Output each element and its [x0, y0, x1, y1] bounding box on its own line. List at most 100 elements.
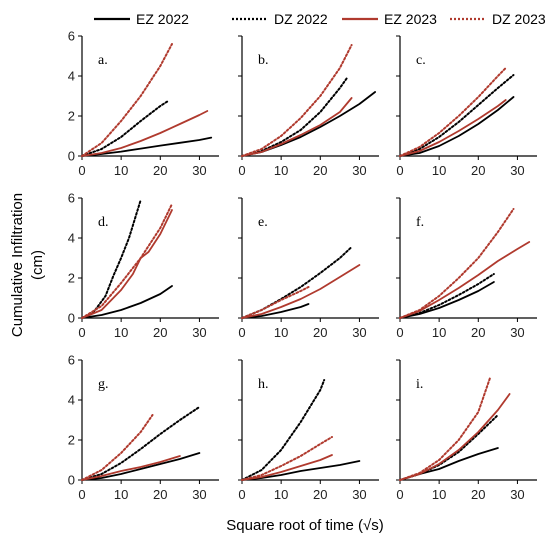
x-tick-label: 10 — [432, 325, 446, 340]
y-tick-label: 4 — [68, 69, 75, 84]
panel-label: d. — [98, 215, 109, 230]
y-tick-label: 6 — [68, 29, 75, 44]
series-line-dz-2023 — [81, 43, 173, 157]
x-tick-label: 30 — [352, 163, 366, 178]
x-tick-label: 0 — [238, 325, 245, 340]
x-tick-label: 0 — [78, 325, 85, 340]
series-line-ez-2023 — [81, 110, 209, 157]
x-tick-label: 20 — [471, 487, 485, 502]
x-tick-label: 10 — [274, 487, 288, 502]
y-tick-label: 4 — [68, 393, 75, 408]
series-line-ez-2023 — [241, 264, 361, 319]
panel-e: 0 10 20 30 e. — [238, 197, 379, 340]
x-tick-label: 30 — [192, 487, 206, 502]
x-tick-label: 10 — [114, 487, 128, 502]
panel-label: e. — [258, 215, 268, 230]
x-tick-label: 20 — [313, 487, 327, 502]
x-tick-label: 20 — [313, 325, 327, 340]
series-line-ez-2023 — [241, 97, 353, 157]
series-line-ez-2022 — [81, 285, 173, 319]
x-tick-label: 30 — [192, 163, 206, 178]
x-tick-label: 0 — [238, 163, 245, 178]
series-line-ez-2023 — [399, 241, 531, 319]
series-line-dz-2023 — [399, 67, 507, 157]
x-tick-label: 30 — [352, 325, 366, 340]
x-tick-label: 20 — [153, 325, 167, 340]
series-line-dz-2022 — [81, 406, 201, 481]
x-tick-label: 20 — [153, 163, 167, 178]
panel-label: g. — [98, 377, 109, 392]
x-tick-label: 10 — [274, 325, 288, 340]
series-line-dz-2023 — [241, 286, 310, 319]
x-tick-label: 30 — [510, 325, 524, 340]
series-line-ez-2022 — [81, 136, 213, 157]
series-line-ez-2023 — [399, 393, 511, 481]
series-line-ez-2023 — [241, 454, 333, 481]
panel-label: b. — [258, 53, 269, 68]
panel-label: c. — [416, 53, 426, 68]
panel-g: 0 2 4 6 0 10 20 30 g. — [68, 353, 219, 502]
y-tick-label: 2 — [68, 271, 75, 286]
series-line-dz-2023 — [241, 436, 333, 481]
x-tick-label: 20 — [471, 163, 485, 178]
x-tick-label: 10 — [274, 163, 288, 178]
x-tick-label: 20 — [153, 487, 167, 502]
x-tick-label: 10 — [432, 487, 446, 502]
y-axis-title-line1: Cumulative Infiltration — [9, 193, 26, 337]
x-tick-label: 30 — [352, 487, 366, 502]
series-line-dz-2022 — [399, 273, 495, 319]
y-tick-label: 0 — [68, 473, 75, 488]
legend-label-dz-2022: DZ 2022 — [274, 11, 328, 27]
series-line-dz-2023 — [81, 414, 154, 481]
panel-b: 0 10 20 30 b. — [238, 35, 379, 178]
x-tick-label: 20 — [313, 163, 327, 178]
series-line-ez-2022 — [241, 460, 361, 481]
legend-label-ez-2022: EZ 2022 — [136, 11, 189, 27]
legend: EZ 2022 DZ 2022 EZ 2023 DZ 2023 — [94, 11, 546, 27]
series-line-ez-2022 — [241, 303, 310, 319]
legend-label-ez-2023: EZ 2023 — [384, 11, 437, 27]
x-tick-label: 10 — [114, 325, 128, 340]
x-tick-label: 0 — [396, 163, 403, 178]
series-line-dz-2023 — [241, 44, 353, 157]
panel-label: a. — [98, 53, 108, 68]
x-tick-label: 30 — [510, 487, 524, 502]
x-tick-label: 30 — [192, 325, 206, 340]
x-tick-label: 10 — [114, 163, 128, 178]
panel-i: 0 10 20 30 i. — [396, 359, 537, 502]
panel-a: 0 2 4 6 0 10 20 30 a. — [68, 29, 219, 178]
panel-label: h. — [258, 377, 269, 392]
series-line-ez-2023 — [81, 209, 173, 319]
panel-label: f. — [416, 215, 424, 230]
y-tick-label: 0 — [68, 149, 75, 164]
panel-h: 0 10 20 30 h. — [238, 359, 379, 502]
x-tick-label: 0 — [396, 487, 403, 502]
y-tick-label: 0 — [68, 311, 75, 326]
x-tick-label: 10 — [432, 163, 446, 178]
series-line-dz-2022 — [241, 379, 326, 481]
series-line-ez-2022 — [399, 96, 515, 157]
x-tick-label: 30 — [510, 163, 524, 178]
x-tick-label: 0 — [78, 487, 85, 502]
series-line-dz-2023 — [399, 377, 491, 481]
y-tick-label: 6 — [68, 191, 75, 206]
series-line-ez-2023 — [399, 99, 507, 157]
y-axis-title-line2: (cm) — [29, 250, 46, 280]
panel-f: 0 10 20 30 f. — [396, 197, 537, 340]
series-line-dz-2023 — [399, 208, 515, 319]
legend-label-dz-2023: DZ 2023 — [492, 11, 546, 27]
x-axis-title: Square root of time (√s) — [226, 517, 383, 534]
x-tick-label: 20 — [471, 325, 485, 340]
series-line-dz-2023 — [81, 203, 173, 319]
series-line-dz-2022 — [399, 74, 515, 157]
x-tick-label: 0 — [78, 163, 85, 178]
panel-d: 0 2 4 6 0 10 20 30 d. — [68, 191, 219, 340]
series-line-dz-2022 — [241, 76, 349, 157]
series-line-dz-2022 — [81, 100, 170, 157]
panel-label: i. — [416, 377, 423, 392]
series-line-ez-2022 — [241, 91, 376, 157]
series-line-ez-2023 — [81, 455, 181, 481]
x-tick-label: 0 — [238, 487, 245, 502]
